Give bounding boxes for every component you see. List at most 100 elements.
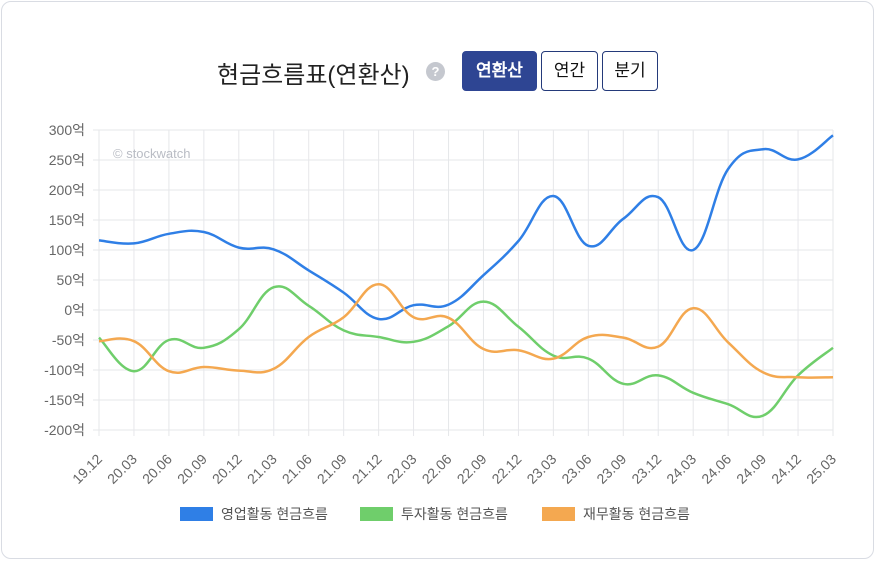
data-point-financing[interactable] (236, 368, 242, 374)
data-point-operating[interactable] (306, 267, 312, 273)
data-point-investing[interactable] (271, 284, 277, 290)
data-point-investing[interactable] (655, 372, 661, 378)
series-line-operating (98, 134, 834, 321)
data-point-operating[interactable] (411, 302, 417, 308)
data-point-investing[interactable] (725, 401, 731, 407)
data-point-investing[interactable] (411, 339, 417, 345)
data-point-operating[interactable] (690, 247, 696, 253)
data-point-operating[interactable] (201, 229, 207, 235)
grid-lines (93, 129, 834, 436)
data-point-financing[interactable] (201, 364, 207, 370)
y-tick-label: 250억 (49, 152, 85, 168)
y-tick-label: -150억 (44, 392, 85, 408)
x-tick-label: 20.06 (139, 451, 175, 487)
data-point-financing[interactable] (655, 344, 661, 350)
watermark: © stockwatch (113, 146, 191, 161)
x-tick-label: 21.12 (349, 451, 385, 487)
data-point-investing[interactable] (236, 326, 242, 332)
data-point-financing[interactable] (131, 338, 137, 344)
data-point-financing[interactable] (96, 338, 102, 344)
annual-button[interactable]: 연간 (541, 51, 598, 91)
data-point-financing[interactable] (830, 374, 836, 380)
data-point-investing[interactable] (341, 327, 347, 333)
data-point-operating[interactable] (480, 272, 486, 278)
data-point-financing[interactable] (585, 334, 591, 340)
data-point-investing[interactable] (760, 413, 766, 419)
y-tick-label: 150억 (49, 212, 85, 228)
data-point-operating[interactable] (725, 166, 731, 172)
data-point-investing[interactable] (830, 345, 836, 351)
data-point-investing[interactable] (131, 368, 137, 374)
legend-label: 영업활동 현금흐름 (221, 506, 328, 522)
data-point-operating[interactable] (515, 238, 521, 244)
data-point-operating[interactable] (655, 194, 661, 200)
data-point-financing[interactable] (620, 335, 626, 341)
annualized-button[interactable]: 연환산 (462, 51, 537, 91)
x-tick-label: 23.03 (523, 451, 559, 487)
x-tick-label: 24.06 (698, 451, 734, 487)
x-tick-label: 20.03 (104, 451, 140, 487)
data-point-operating[interactable] (620, 216, 626, 222)
legend-label: 재무활동 현금흐름 (583, 506, 690, 522)
y-tick-label: -100억 (44, 362, 85, 378)
data-point-investing[interactable] (306, 303, 312, 309)
x-tick-label: 21.03 (244, 451, 280, 487)
data-point-operating[interactable] (760, 146, 766, 152)
y-tick-label: 300억 (49, 122, 85, 138)
x-tick-label: 24.12 (768, 451, 804, 487)
data-point-investing[interactable] (585, 356, 591, 362)
x-tick-label: 19.12 (69, 451, 105, 487)
data-point-financing[interactable] (690, 305, 696, 311)
data-point-financing[interactable] (446, 315, 452, 321)
quarterly-button[interactable]: 분기 (602, 51, 658, 91)
legend-item-investing[interactable]: 투자활동 현금흐름 (360, 506, 508, 522)
legend-swatch (360, 507, 393, 521)
data-point-investing[interactable] (690, 390, 696, 396)
data-point-operating[interactable] (96, 237, 102, 243)
data-point-operating[interactable] (166, 231, 172, 237)
data-point-financing[interactable] (795, 374, 801, 380)
question-circle-icon[interactable]: ? (426, 62, 445, 81)
legend-item-operating[interactable]: 영업활동 현금흐름 (180, 506, 328, 522)
chart-title: 현금흐름표(연환산) (217, 62, 410, 89)
data-point-operating[interactable] (446, 302, 452, 308)
x-tick-label: 23.06 (558, 451, 594, 487)
data-point-operating[interactable] (341, 290, 347, 296)
data-point-financing[interactable] (515, 347, 521, 353)
x-tick-label: 22.09 (454, 451, 490, 487)
data-point-financing[interactable] (166, 368, 172, 374)
data-point-operating[interactable] (271, 246, 277, 252)
legend-label: 투자활동 현금흐름 (401, 506, 508, 522)
data-point-financing[interactable] (341, 314, 347, 320)
data-point-operating[interactable] (585, 243, 591, 249)
data-point-financing[interactable] (725, 339, 731, 345)
data-point-investing[interactable] (515, 324, 521, 330)
y-tick-label: 0억 (64, 302, 85, 318)
data-point-investing[interactable] (480, 299, 486, 305)
data-point-financing[interactable] (550, 356, 556, 362)
data-point-financing[interactable] (480, 346, 486, 352)
data-point-financing[interactable] (411, 314, 417, 320)
legend-swatch (542, 507, 575, 521)
y-tick-label: 100억 (49, 242, 85, 258)
data-point-operating[interactable] (550, 193, 556, 199)
data-point-financing[interactable] (306, 334, 312, 340)
data-point-financing[interactable] (760, 369, 766, 375)
data-point-investing[interactable] (376, 334, 382, 340)
data-point-financing[interactable] (376, 281, 382, 287)
legend-item-financing[interactable]: 재무활동 현금흐름 (542, 506, 690, 522)
data-point-investing[interactable] (201, 345, 207, 351)
data-point-investing[interactable] (166, 337, 172, 343)
data-point-investing[interactable] (446, 323, 452, 329)
data-point-financing[interactable] (271, 366, 277, 372)
data-point-operating[interactable] (830, 132, 836, 138)
data-point-operating[interactable] (376, 316, 382, 322)
data-point-investing[interactable] (620, 381, 626, 387)
data-point-operating[interactable] (236, 245, 242, 251)
data-point-operating[interactable] (795, 156, 801, 162)
data-point-operating[interactable] (131, 240, 137, 246)
x-tick-label: 21.06 (279, 451, 315, 487)
y-tick-label: -50억 (52, 332, 85, 348)
x-tick-label: 21.09 (314, 451, 350, 487)
